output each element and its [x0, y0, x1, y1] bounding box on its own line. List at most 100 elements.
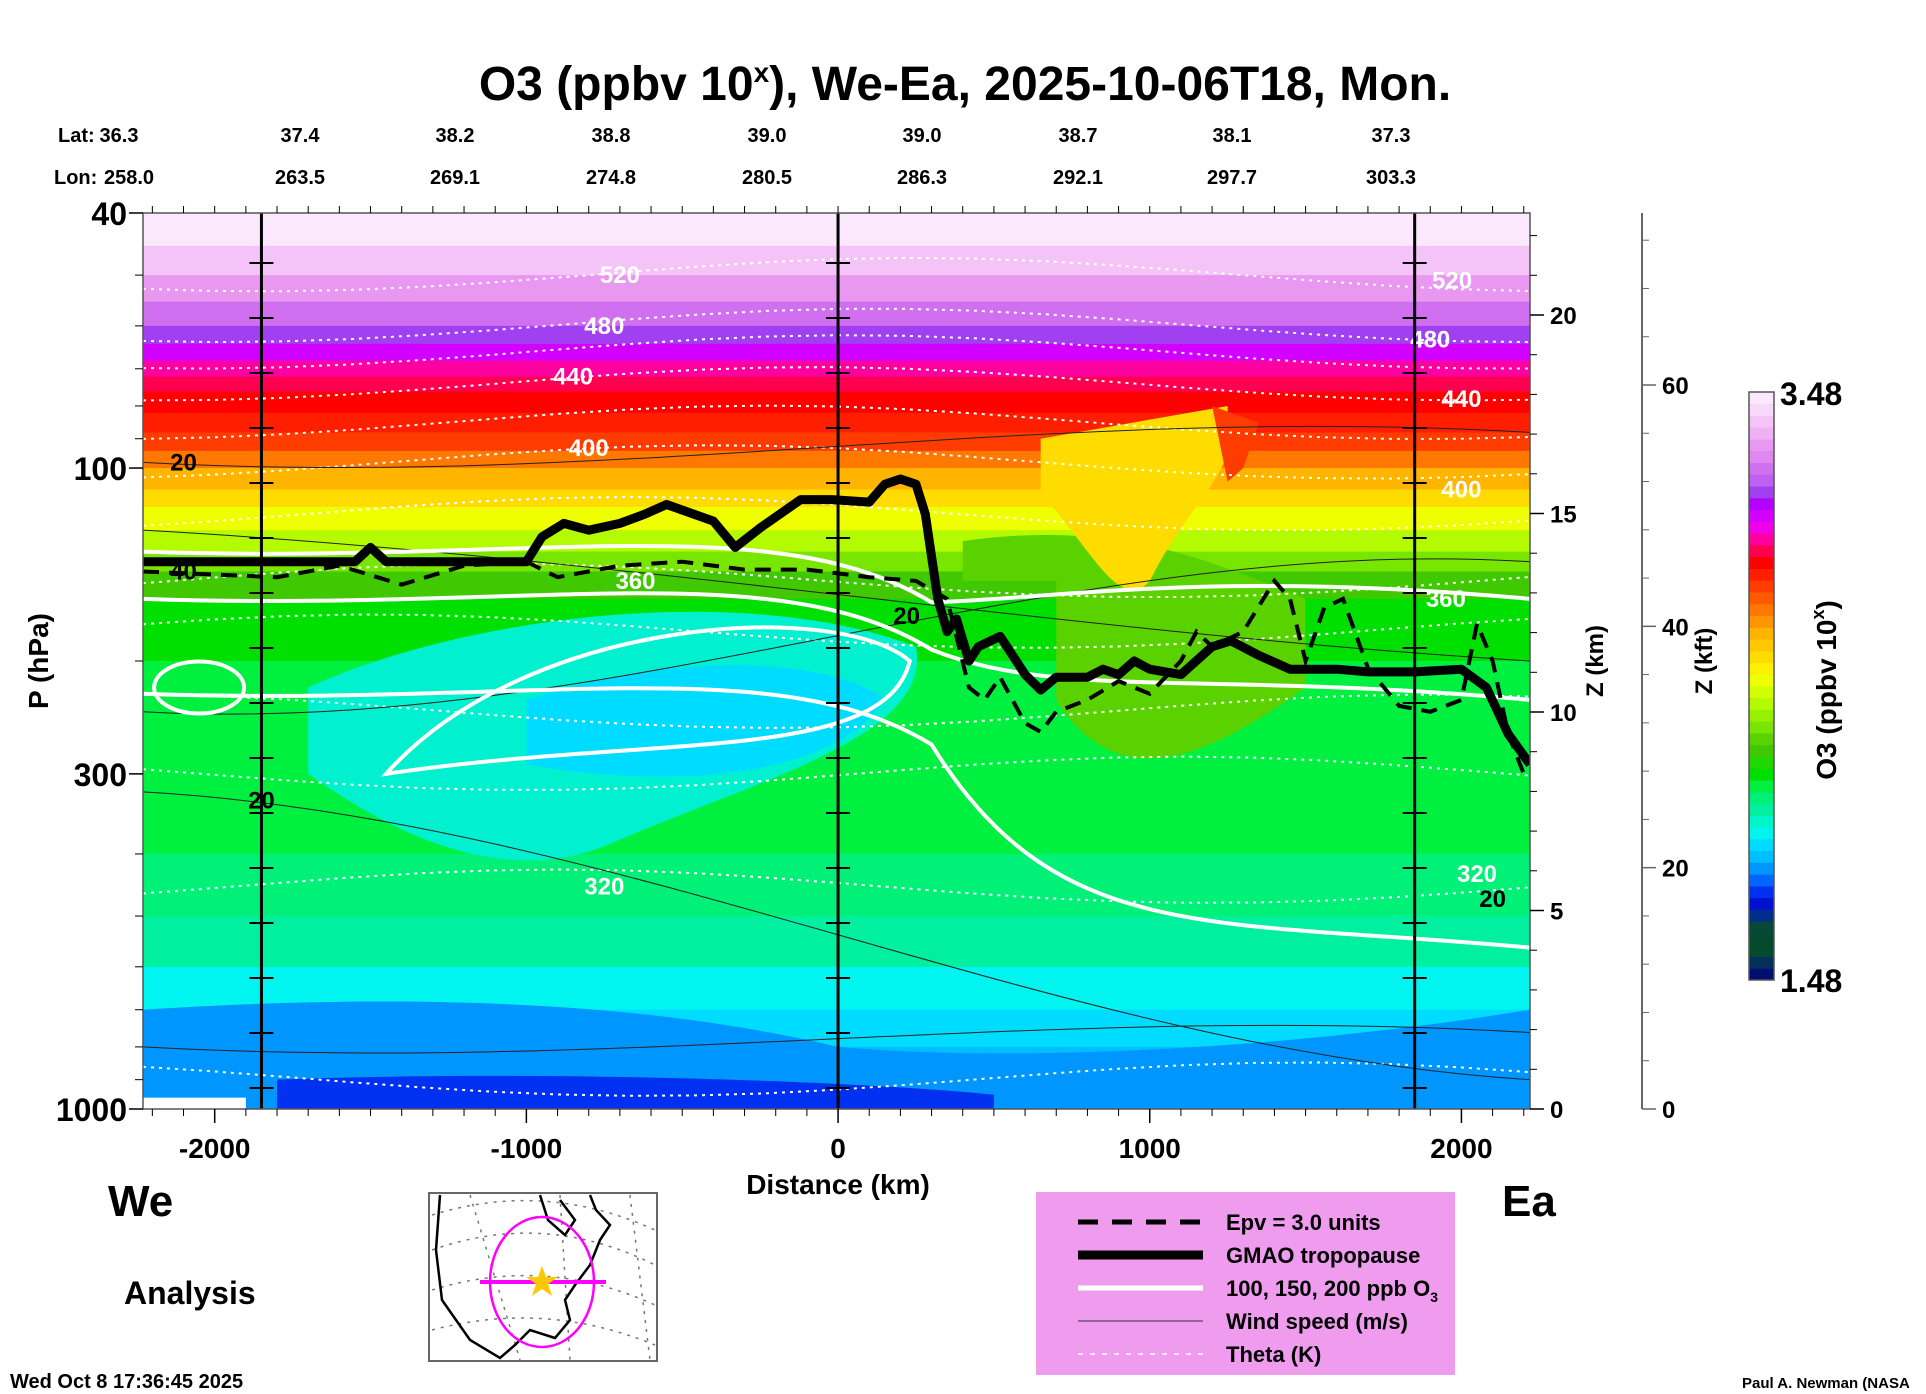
yellow-intrusion — [1040, 405, 1228, 590]
theta-label: 480 — [584, 313, 624, 340]
x-tick-label: -1000 — [491, 1133, 563, 1164]
colorbar-swatch — [1749, 862, 1774, 875]
y2-tick-label: 10 — [1550, 700, 1577, 727]
chart-title: O3 (ppbv 10x), We-Ea, 2025-10-06T18, Mon… — [479, 57, 1451, 111]
colorbar-swatch — [1749, 533, 1774, 546]
lat-label: 37.4 — [281, 125, 321, 147]
legend-box — [1036, 1192, 1455, 1375]
ozone-contour — [143, 686, 1530, 950]
legend-label: GMAO tropopause — [1226, 1243, 1420, 1268]
colorbar-swatch — [1749, 450, 1774, 464]
field-band — [143, 275, 1530, 303]
colorbar-swatch — [1749, 827, 1774, 840]
legend: Epv = 3.0 units GMAO tropopause 100, 150, … — [1036, 1192, 1455, 1375]
colorbar-swatch — [1749, 580, 1774, 593]
lon-label: 258.0 — [104, 167, 154, 189]
footer-credit: Paul A. Newman (NASA — [1742, 1375, 1910, 1392]
lon-label: 297.7 — [1207, 167, 1257, 189]
footer-timestamp: Wed Oct 8 17:36:45 2025 — [10, 1371, 243, 1393]
ozone-field — [143, 213, 1530, 1109]
star-icon — [526, 1266, 558, 1296]
x-tick-label: -2000 — [179, 1133, 251, 1164]
theta-label: 440 — [1441, 386, 1481, 413]
wind-label: 20 — [1479, 886, 1506, 913]
field-band — [143, 245, 1530, 277]
y3-tick-label: 60 — [1662, 373, 1689, 400]
theta-label: 360 — [615, 568, 655, 595]
colorbar-swatch — [1749, 486, 1774, 499]
colorbar-swatch — [1749, 803, 1774, 816]
colorbar-swatch — [1749, 686, 1774, 699]
field-band — [143, 506, 1530, 532]
field-band — [143, 325, 1530, 345]
theta-label: 360 — [1426, 586, 1466, 613]
colorbar-swatch — [1749, 744, 1774, 758]
colorbar-min-label: 1.48 — [1780, 963, 1842, 999]
colorbar-swatch — [1749, 815, 1774, 828]
colorbar-swatch — [1749, 497, 1774, 511]
colorbar-swatch — [1749, 838, 1774, 852]
lat-label: 38.1 — [1213, 125, 1252, 147]
colorbar-swatch — [1749, 603, 1774, 616]
y-tick-label: 1000 — [56, 1092, 127, 1128]
theta-label: 480 — [1410, 326, 1450, 353]
colorbar-swatch — [1749, 897, 1774, 910]
colorbar-swatch — [1749, 674, 1774, 687]
colorbar-swatch — [1749, 850, 1774, 863]
ozone-contour — [143, 543, 1530, 605]
lon-label: 263.5 — [275, 167, 325, 189]
colorbar-swatch — [1749, 733, 1774, 746]
y-axis-label: P (hPa) — [23, 613, 54, 709]
lat-label: 39.0 — [903, 125, 942, 147]
lat-label: 37.3 — [1372, 125, 1411, 147]
colorbar-swatch — [1749, 885, 1774, 899]
y3-tick-label: 40 — [1662, 614, 1689, 641]
field-band — [143, 916, 1530, 968]
surface-low — [277, 1075, 994, 1109]
wind-label: 20 — [893, 603, 920, 630]
field-band — [143, 360, 1530, 378]
y3-tick-label: 20 — [1662, 856, 1689, 883]
colorbar — [1748, 391, 1775, 981]
colorbar-swatch — [1749, 427, 1774, 440]
field-band — [143, 468, 1530, 491]
field-band — [143, 343, 1530, 362]
colorbar-swatch — [1749, 403, 1774, 417]
theta-label: 520 — [1432, 268, 1472, 295]
colorbar-swatch — [1749, 921, 1774, 934]
lat-label: 38.2 — [436, 125, 475, 147]
colorbar-swatch — [1749, 392, 1774, 405]
colorbar-swatch — [1749, 944, 1774, 957]
colorbar-swatch — [1749, 462, 1774, 475]
epv-line — [143, 559, 1530, 776]
colorbar-swatch — [1749, 791, 1774, 805]
colorbar-swatch — [1749, 415, 1774, 428]
y2-axis-label: Z (km) — [1582, 625, 1609, 697]
field-band — [143, 391, 1530, 414]
legend-label: 100, 150, 200 ppb O3 — [1226, 1276, 1438, 1305]
colorbar-swatch — [1749, 756, 1774, 769]
colorbar-swatch — [1749, 932, 1774, 946]
colorbar-swatch — [1749, 521, 1774, 534]
legend-label: Wind speed (m/s) — [1226, 1309, 1408, 1334]
lat-label: 38.8 — [592, 125, 631, 147]
colorbar-swatch — [1749, 768, 1774, 781]
colorbar-swatch — [1749, 627, 1774, 640]
y3-tick-label: 0 — [1662, 1097, 1675, 1124]
low-ozone-core — [526, 665, 885, 777]
y2-tick-label: 5 — [1550, 899, 1563, 926]
lat-label: 38.7 — [1059, 125, 1098, 147]
colorbar-swatch — [1749, 709, 1774, 722]
colorbar-swatch — [1749, 615, 1774, 628]
theta-label: 400 — [569, 435, 609, 462]
theta-label: 320 — [584, 874, 624, 901]
y3-axis-label: Z (kft) — [1691, 628, 1718, 695]
y-tick-label: 40 — [91, 196, 127, 232]
y-tick-label: 300 — [74, 757, 127, 793]
y2-tick-label: 15 — [1550, 502, 1577, 529]
ozone-contour — [152, 659, 247, 716]
contour-overlays: 5204804404003603205204804404003603202040… — [143, 213, 1530, 1109]
ozone-contour — [143, 591, 1530, 702]
ozone-contour — [380, 625, 912, 777]
colorbar-swatch — [1749, 968, 1774, 981]
